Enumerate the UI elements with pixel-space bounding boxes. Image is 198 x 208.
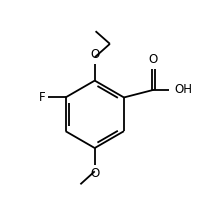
Text: F: F xyxy=(39,91,46,104)
Text: O: O xyxy=(90,167,99,180)
Text: O: O xyxy=(149,53,158,66)
Text: O: O xyxy=(90,48,99,61)
Text: OH: OH xyxy=(174,83,192,96)
